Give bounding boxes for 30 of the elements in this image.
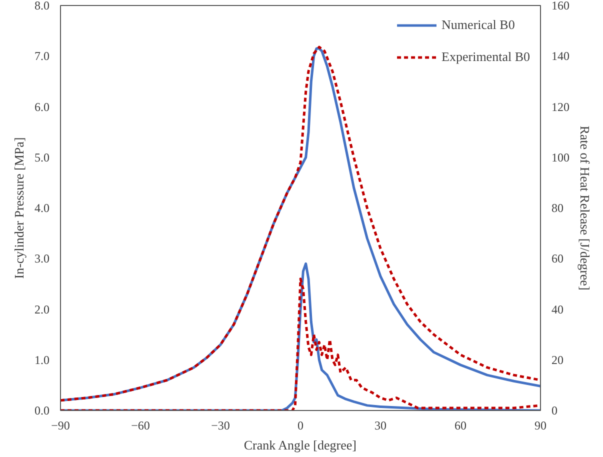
y-tick-label: 1.0 — [34, 352, 50, 367]
y2-tick-label: 140 — [552, 49, 570, 64]
y-tick-label: 4.0 — [34, 201, 50, 215]
legend-label: Numerical B0 — [442, 17, 515, 33]
legend-label: Experimental B0 — [442, 49, 530, 65]
y-axis-title: In-cylinder Pressure [MPa] — [12, 137, 26, 279]
y-tick-label: 5.0 — [34, 150, 50, 164]
y2-tick-label: 80 — [552, 201, 564, 215]
x-tick-label: −60 — [131, 418, 150, 432]
x-tick-label: 60 — [454, 418, 466, 432]
x-axis-title: Crank Angle [degree] — [244, 438, 356, 452]
x-tick-label: 0 — [298, 418, 304, 432]
y-tick-label: 6.0 — [34, 100, 50, 114]
y2-axis-title: Rate of Heat Release [J/degree] — [578, 126, 592, 290]
y2-tick-label: 0 — [552, 404, 558, 418]
y2-tick-label: 100 — [552, 150, 570, 164]
x-tick-label: −90 — [51, 418, 70, 432]
y2-tick-label: 160 — [552, 0, 570, 12]
y2-tick-label: 120 — [552, 100, 570, 114]
x-tick-label: −30 — [211, 418, 230, 432]
x-tick-label: 30 — [374, 418, 386, 432]
y-tick-label: 3.0 — [34, 252, 50, 266]
y2-tick-label: 60 — [552, 252, 564, 266]
y-tick-label: 2.0 — [34, 302, 50, 316]
y-tick-label: 8.0 — [34, 0, 50, 12]
y-tick-label: 0.0 — [34, 404, 50, 418]
x-tick-label: 90 — [534, 418, 546, 432]
y2-tick-label: 20 — [552, 352, 564, 367]
y2-tick-label: 40 — [552, 302, 564, 316]
y-tick-label: 7.0 — [34, 49, 50, 64]
